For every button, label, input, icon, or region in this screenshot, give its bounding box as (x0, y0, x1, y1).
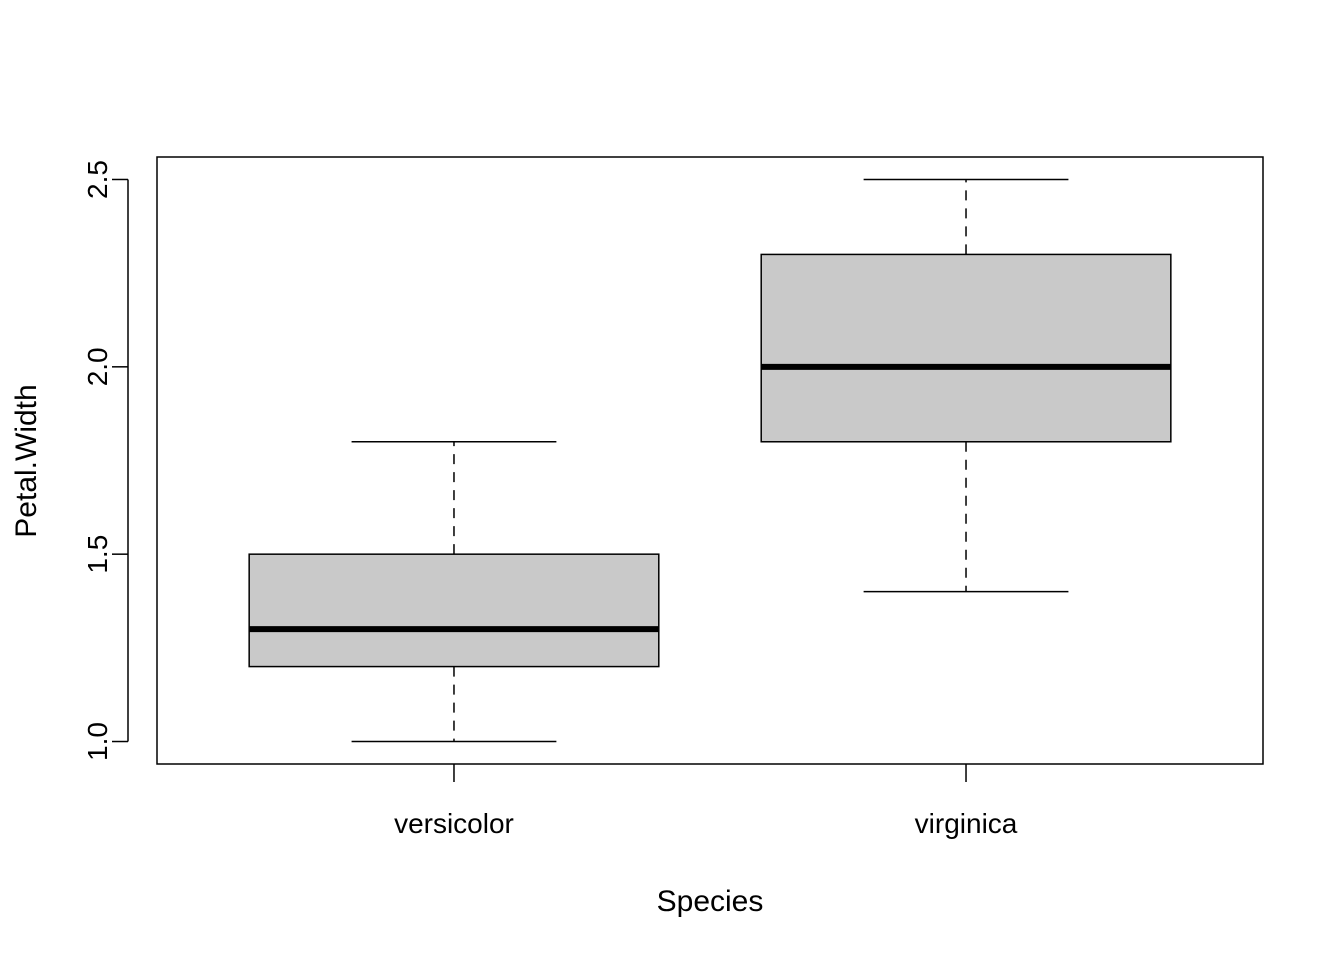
y-axis-label: Petal.Width (10, 384, 43, 537)
y-tick-label: 1.5 (82, 535, 113, 574)
y-tick-label: 2.5 (82, 160, 113, 199)
plot-frame (156, 156, 1264, 765)
y-axis: 1.0 1.5 2.0 2.5 (82, 160, 129, 761)
y-tick-label: 2.0 (82, 347, 113, 386)
box-versicolor (248, 441, 660, 743)
box-virginica (760, 178, 1172, 593)
iqr-box (760, 253, 1172, 443)
x-axis-label: Species (657, 885, 764, 918)
x-axis: versicolor virginica (394, 764, 1018, 839)
x-tick-label-virginica: virginica (915, 808, 1018, 839)
x-tick-label-versicolor: versicolor (394, 808, 514, 839)
boxes (248, 178, 1172, 743)
y-tick-label: 1.0 (82, 722, 113, 761)
iqr-box (248, 553, 660, 668)
